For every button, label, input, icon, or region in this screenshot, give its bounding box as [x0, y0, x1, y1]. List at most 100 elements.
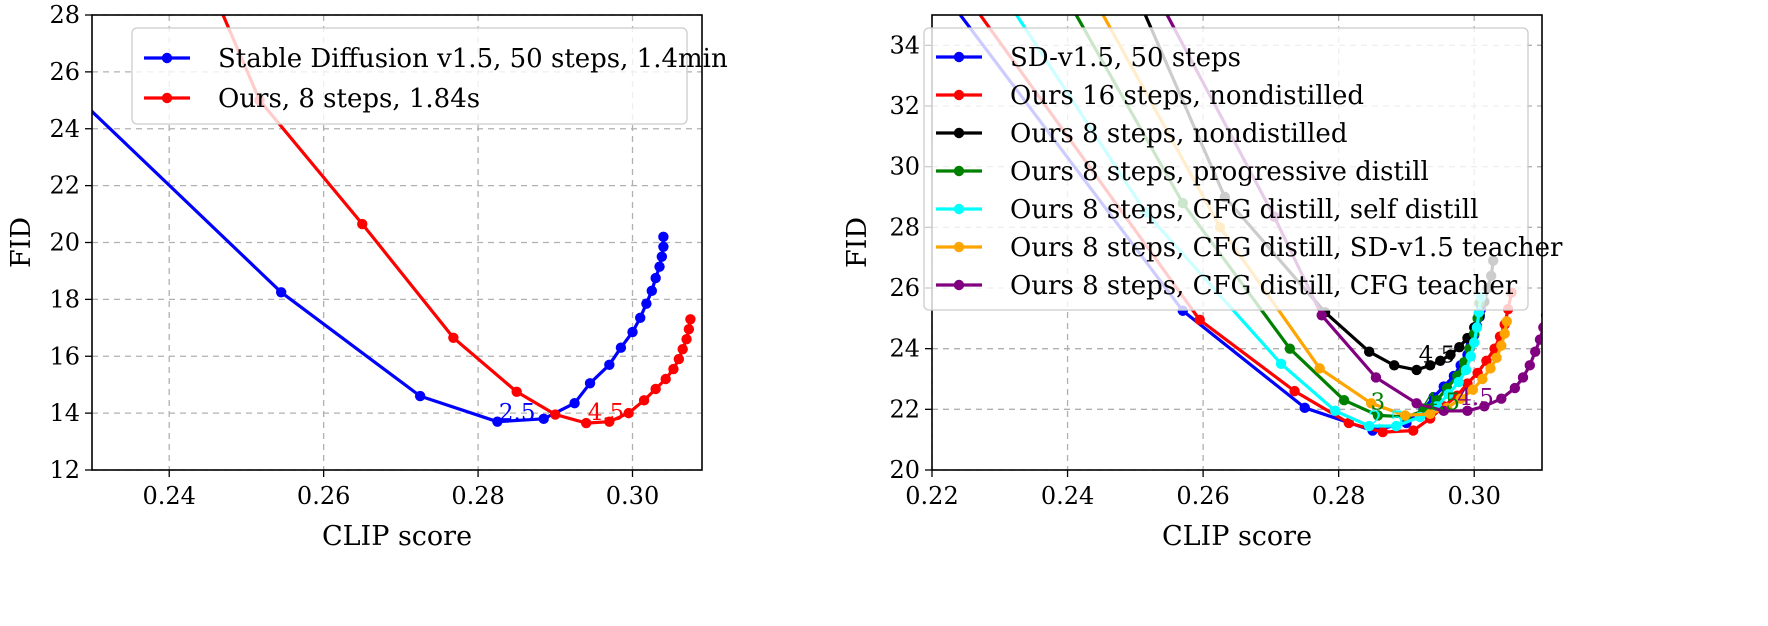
x-axis-label: CLIP score — [322, 521, 472, 552]
data-point — [1363, 346, 1375, 357]
data-point — [1499, 328, 1510, 339]
data-point — [1370, 372, 1382, 383]
data-point — [214, 1, 224, 11]
y-axis-label: FID — [842, 217, 873, 268]
data-point — [1424, 408, 1436, 420]
data-point — [615, 342, 627, 353]
data-point — [357, 218, 368, 230]
y-tick-label: 18 — [49, 285, 80, 313]
legend-label: Ours 8 steps, CFG distill, SD-v1.5 teach… — [1010, 233, 1563, 263]
data-point — [1275, 358, 1287, 370]
data-point — [1454, 341, 1465, 353]
data-point — [638, 395, 650, 406]
y-tick-label: 24 — [49, 115, 80, 143]
data-point — [1534, 334, 1542, 345]
y-tick-label: 16 — [49, 342, 80, 370]
data-point — [964, 0, 974, 5]
data-point — [627, 326, 638, 338]
y-tick-label: 26 — [49, 58, 80, 86]
data-point — [1465, 351, 1477, 362]
data-point — [1299, 402, 1310, 414]
data-point — [1438, 405, 1449, 417]
data-point — [1467, 384, 1479, 395]
data-point — [1496, 340, 1507, 351]
data-point — [1289, 385, 1300, 397]
legend-box — [923, 27, 1529, 311]
y-tick-label: 12 — [49, 456, 80, 484]
y-tick-label: 22 — [49, 172, 80, 200]
x-tick-label: 0.30 — [1448, 482, 1501, 510]
data-point — [681, 333, 692, 345]
legend-swatch-marker — [953, 89, 965, 101]
data-point — [658, 231, 669, 243]
data-point — [1424, 360, 1436, 371]
x-axis-label: CLIP score — [1162, 521, 1312, 552]
data-point — [1089, 0, 1099, 5]
legend-label: Ours 8 steps, nondistilled — [1010, 119, 1347, 149]
plot-frame — [91, 14, 703, 471]
y-tick-label: 24 — [889, 335, 920, 363]
data-point — [656, 251, 668, 262]
data-point — [635, 312, 646, 324]
data-point — [1496, 393, 1507, 404]
data-point — [1509, 382, 1521, 394]
legend-swatch-marker — [953, 127, 965, 139]
legend-swatch-marker — [953, 203, 965, 215]
data-point — [654, 261, 665, 272]
data-point — [275, 287, 287, 298]
y-tick-label: 22 — [889, 395, 920, 423]
data-point — [677, 343, 688, 355]
data-point — [1389, 360, 1400, 371]
legend: SD-v1.5, 50 steps Ours 16 steps, nondisti… — [923, 27, 1563, 311]
legend-label: Stable Diffusion v1.5, 50 steps, 1.4min — [218, 44, 728, 74]
data-point — [1377, 426, 1388, 438]
y-tick-label: 30 — [889, 153, 920, 181]
x-tick-label: 0.22 — [905, 482, 958, 510]
data-point — [1391, 420, 1402, 432]
y-tick-label: 28 — [889, 213, 920, 241]
data-point — [668, 363, 679, 375]
y-axis-label: FID — [6, 217, 37, 268]
y-tick-label: 32 — [889, 92, 920, 120]
data-point — [1443, 388, 1454, 400]
data-point — [550, 409, 561, 420]
series-line — [1014, 15, 1483, 428]
data-point — [1491, 352, 1502, 363]
data-point — [538, 413, 549, 425]
data-point — [1338, 395, 1350, 406]
chart-panel-1: 0.24 0.26 0.28 0.30 12 14 16 18 20 22 24 26 28 2.5 4.5… — [6, 1, 728, 552]
data-point — [604, 416, 615, 427]
legend-label: Ours 8 steps, progressive distill — [1010, 157, 1429, 187]
data-point — [650, 383, 661, 395]
y-tick-label: 28 — [49, 1, 80, 29]
x-tick-label: 0.28 — [1312, 482, 1365, 510]
x-tick-label: 0.28 — [451, 482, 504, 510]
data-point — [1411, 398, 1422, 409]
y-tick-label: 14 — [49, 399, 80, 427]
data-point — [646, 285, 658, 297]
data-point — [569, 397, 580, 409]
data-point — [673, 353, 685, 365]
data-point — [1154, 0, 1164, 5]
data-point — [1477, 373, 1488, 385]
data-point — [650, 272, 661, 284]
data-point — [1479, 401, 1490, 412]
point-annotation: 2.5 — [1368, 408, 1405, 434]
data-point — [660, 373, 671, 385]
data-point — [448, 332, 459, 343]
data-point — [1485, 363, 1496, 374]
legend-swatch-marker — [161, 92, 173, 104]
data-point — [944, 0, 954, 5]
legend-swatch-marker — [161, 52, 173, 64]
data-point — [584, 378, 596, 389]
data-point — [604, 359, 615, 370]
x-tick-label: 0.26 — [297, 482, 350, 510]
legend: Stable Diffusion v1.5, 50 steps, 1.4min O… — [131, 27, 728, 125]
point-annotation: 4.5 — [1423, 389, 1460, 415]
data-point — [1453, 376, 1464, 388]
data-point — [414, 390, 426, 402]
x-tick-label: 0.24 — [142, 482, 195, 510]
chart-panel-2: 0.22 0.24 0.26 0.28 0.30 20 22 24 26 28 30 32 34 4.5 3… — [842, 0, 1563, 552]
legend-swatch-marker — [953, 165, 965, 177]
series-group: 4.53 4.54.52.5 — [944, 0, 1542, 438]
